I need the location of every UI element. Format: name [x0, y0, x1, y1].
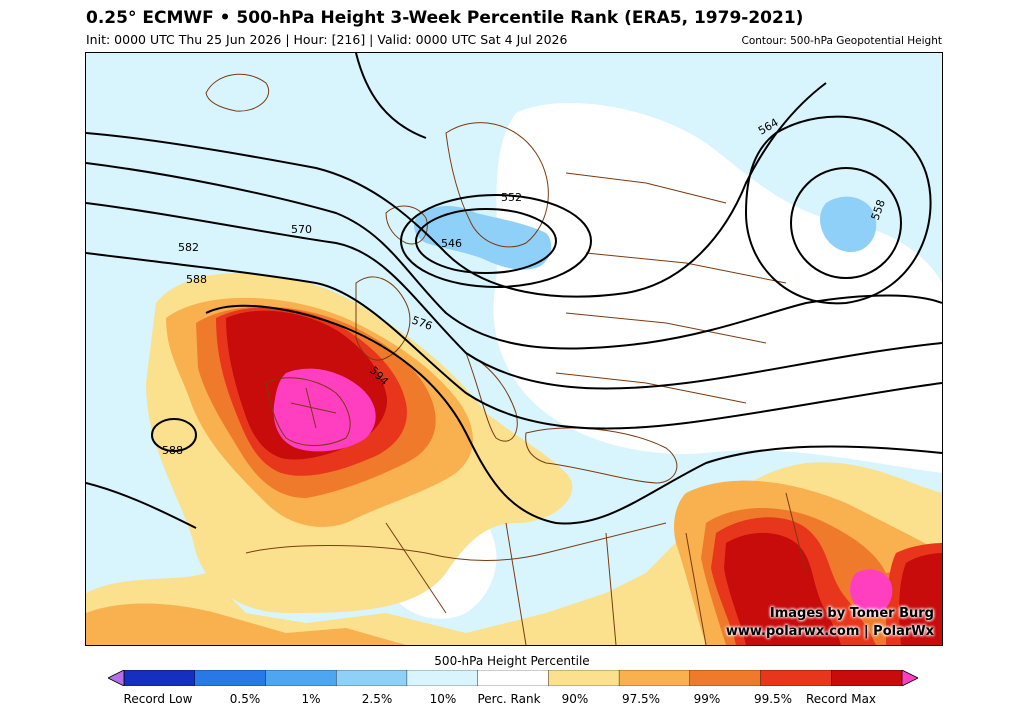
- colorbar-segment: [831, 670, 903, 686]
- colorbar-segment: [760, 670, 832, 686]
- colorbar-label-record-max: Record Max: [805, 692, 877, 706]
- contour-label-588-closed: 588: [162, 444, 183, 457]
- colorbar-segment: [618, 670, 691, 686]
- low-percentile-region-russia: [820, 196, 877, 253]
- colorbar-label-97_5: 97.5%: [621, 692, 661, 706]
- country-borders-east: [555, 172, 787, 404]
- contour-594: [205, 304, 942, 525]
- colorbar-segment: [265, 670, 337, 686]
- contour-546: [415, 208, 557, 274]
- contour-588-closed: [151, 418, 197, 452]
- contour-588: [86, 252, 942, 430]
- colorbar-segment: [123, 670, 196, 686]
- iceland-coast: [205, 73, 269, 112]
- black-sea-region: [525, 427, 678, 484]
- credit-website[interactable]: www.polarwx.com | PolarWx: [725, 624, 934, 639]
- colorbar-label-99_5: 99.5%: [753, 692, 793, 706]
- map-panel: 546 552 558 564 570 576 582 588 594 588 …: [85, 52, 943, 646]
- colorbar-label-perc-rank: Perc. Rank: [477, 692, 541, 706]
- contour-label-588: 588: [186, 273, 207, 286]
- percentile-top-region-iran: [899, 553, 942, 645]
- colorbar-label-90: 90%: [561, 692, 589, 706]
- north-africa-coast: [245, 522, 667, 561]
- colorbar-arrow-high: [901, 670, 918, 686]
- colorbar-label-99: 99%: [693, 692, 721, 706]
- france-coast: [355, 276, 411, 361]
- map-title: 0.25° ECMWF • 500-hPa Height 3-Week Perc…: [86, 8, 804, 28]
- colorbar-label-0_5: 0.5%: [229, 692, 261, 706]
- colorbar-segment: [335, 670, 408, 686]
- coastlines: [205, 73, 807, 645]
- contour-label-546: 546: [441, 237, 462, 250]
- record-max-region-iran: [850, 569, 893, 615]
- contour-570a: [86, 82, 827, 298]
- near-normal-region-east: [493, 103, 942, 473]
- colorbar-segment: [689, 670, 762, 686]
- scandinavia-coast: [445, 122, 549, 248]
- credit-author: Images by Tomer Burg: [769, 606, 934, 621]
- percentile-97-region-africa-west: [86, 603, 406, 645]
- colorbar-label-10: 10%: [429, 692, 457, 706]
- colorbar-label-1: 1%: [301, 692, 321, 706]
- colorbar-arrow-low: [108, 670, 125, 686]
- colorbar-segment: [406, 670, 479, 686]
- colorbar: [108, 670, 918, 686]
- colorbar-label-2_5: 2.5%: [361, 692, 393, 706]
- contour-558: [790, 167, 902, 279]
- percentile-map: 546 552 558 564 570 576 582 588 594 588: [86, 53, 942, 645]
- contour-label-582: 582: [178, 241, 199, 254]
- contour-note: Contour: 500-hPa Geopotential Height: [741, 35, 942, 47]
- contour-582: [86, 202, 942, 390]
- contour-576: [86, 162, 942, 350]
- contour-552: [400, 194, 592, 288]
- map-subtitle: Init: 0000 UTC Thu 25 Jun 2026 | Hour: […: [86, 32, 568, 47]
- iberia-coast: [265, 377, 351, 446]
- colorbar-segment: [548, 670, 620, 686]
- percentile-top-region-mideast: [724, 532, 841, 645]
- colorbar-segment: [194, 670, 267, 686]
- iberia-borders: [290, 387, 337, 429]
- colorbar-labels: Record Low 0.5% 1% 2.5% 10% Perc. Rank 9…: [0, 692, 1024, 712]
- britain-coast: [385, 205, 428, 245]
- colorbar-label-record-low: Record Low: [123, 692, 193, 706]
- height-contours: [86, 53, 942, 529]
- contour-label-552: 552: [501, 191, 522, 204]
- contour-588-west: [86, 482, 197, 529]
- colorbar-title: 500-hPa Height Percentile: [434, 654, 590, 668]
- colorbar-segment: [477, 670, 550, 686]
- contour-label-570: 570: [291, 223, 312, 236]
- country-borders-africa: [385, 492, 807, 645]
- contour-570b: [355, 53, 427, 139]
